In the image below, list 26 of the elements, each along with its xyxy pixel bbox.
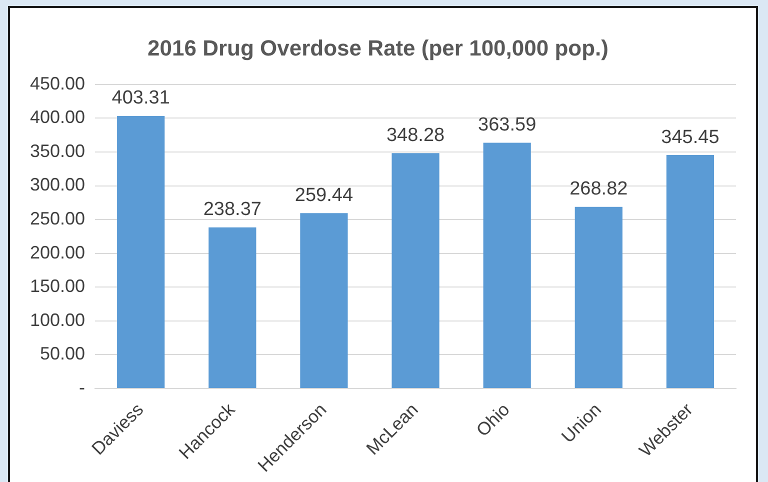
bar — [208, 227, 256, 388]
y-tick-label: 300.00 — [30, 174, 86, 195]
bar — [483, 142, 531, 388]
y-tick-label: 450.00 — [30, 73, 86, 94]
y-tick-label: 150.00 — [30, 276, 86, 296]
y-tick-label: 200.00 — [30, 242, 86, 262]
bar — [300, 213, 348, 388]
data-label: 268.82 — [570, 178, 628, 200]
bar — [666, 155, 714, 388]
y-tick-label: 400.00 — [30, 107, 86, 128]
y-tick-label: - — [79, 377, 86, 398]
chart-title: 2016 Drug Overdose Rate (per 100,000 pop.) — [148, 35, 608, 60]
data-label: 345.45 — [661, 126, 720, 148]
data-label: 403.31 — [112, 88, 170, 109]
data-label: 238.37 — [203, 199, 262, 220]
data-label: 259.44 — [294, 184, 354, 206]
x-tick-label: Ohio — [472, 399, 514, 440]
bar — [117, 116, 165, 388]
y-tick-label: 100.00 — [30, 310, 86, 330]
data-label: 348.28 — [386, 124, 445, 146]
y-tick-label: 350.00 — [30, 140, 86, 161]
y-tick-label: 250.00 — [30, 208, 86, 229]
bar — [574, 206, 622, 388]
bar — [392, 153, 440, 388]
y-tick-label: 50.00 — [40, 344, 86, 364]
data-label: 363.59 — [478, 114, 536, 136]
